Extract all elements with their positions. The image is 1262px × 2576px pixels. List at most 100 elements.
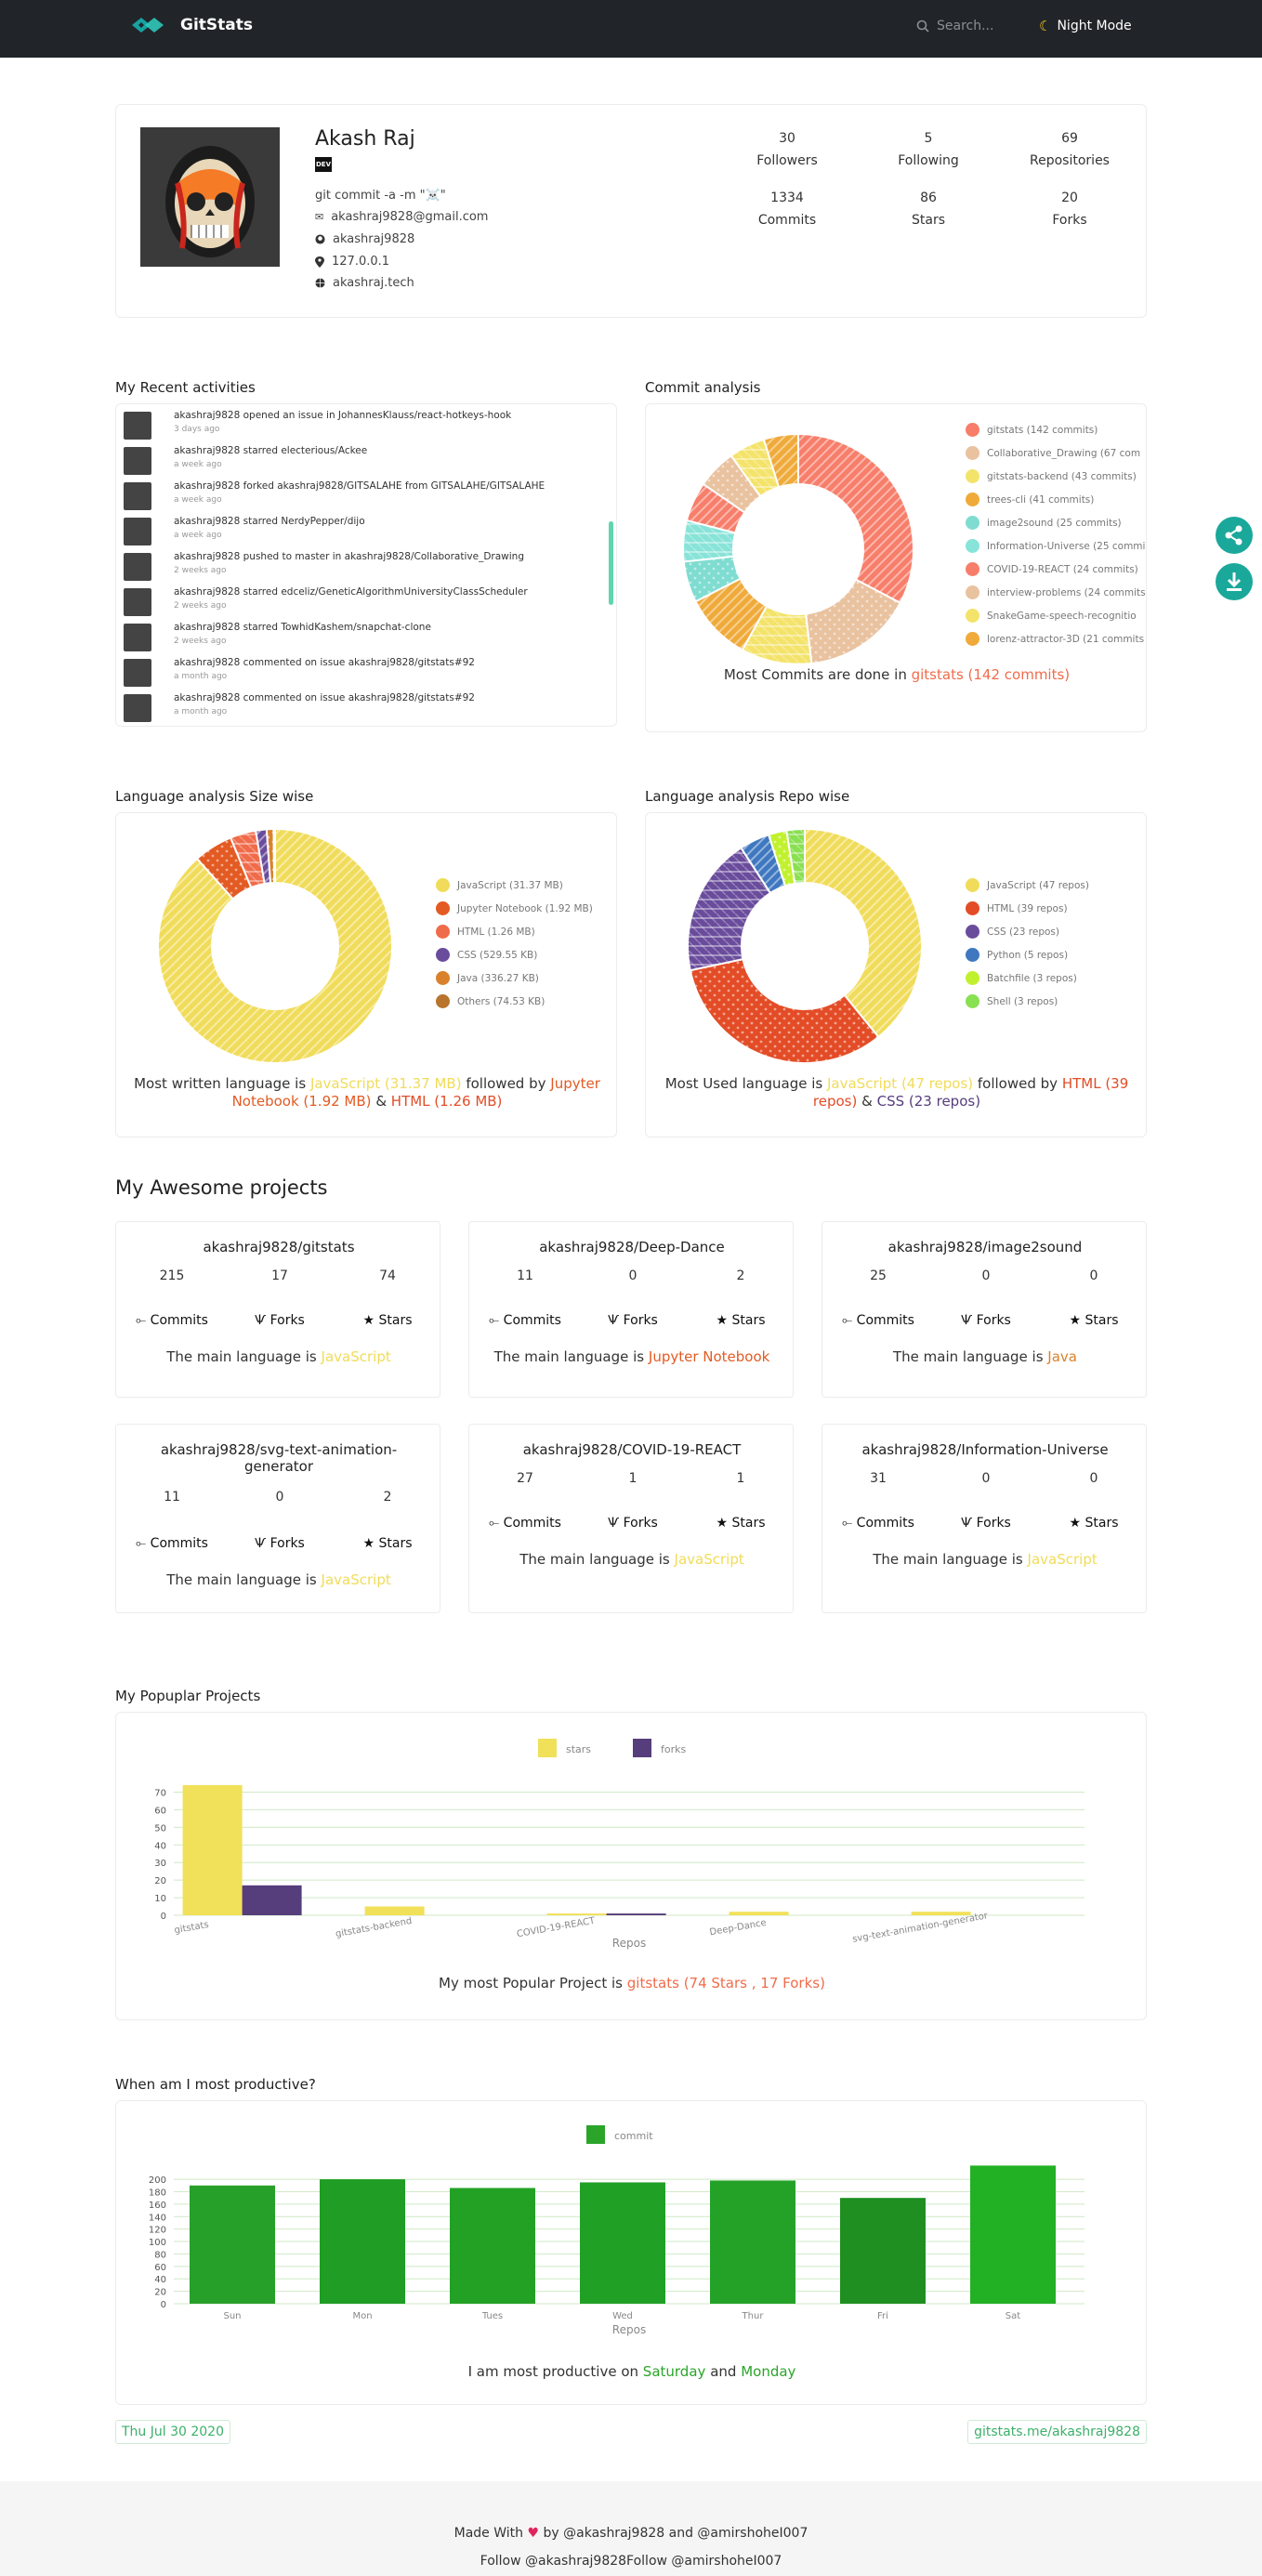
- activity-item[interactable]: akashraj9828 commented on issue akashraj…: [124, 655, 607, 689]
- stat-following[interactable]: 5 Following: [873, 127, 984, 172]
- follow-links[interactable]: Follow @akashraj9828Follow @amirshoheI00…: [480, 2554, 782, 2569]
- lang-repo-slice[interactable]: [689, 957, 880, 1064]
- lang-repo-slice[interactable]: [785, 827, 806, 885]
- bar[interactable]: [182, 1784, 243, 1915]
- legend-item[interactable]: Batchfile (3 repos): [966, 971, 1077, 985]
- activity-item[interactable]: akashraj9828 opened an issue in Johannes…: [124, 408, 607, 441]
- bar[interactable]: [729, 1912, 789, 1915]
- project-language: The main language is JavaScript: [116, 1348, 441, 1365]
- bar[interactable]: [970, 2165, 1056, 2304]
- caption-lang-3: HTML (1.26 MB): [390, 1093, 503, 1110]
- lang-repo-slice[interactable]: [687, 846, 772, 972]
- project-name[interactable]: akashraj9828/gitstats: [203, 1239, 355, 1255]
- lang-repo-slice[interactable]: [804, 827, 923, 1039]
- project-card[interactable]: akashraj9828/svg-text-animation-generato…: [115, 1424, 440, 1613]
- bar[interactable]: [911, 1912, 971, 1915]
- share-button[interactable]: [1216, 517, 1253, 554]
- activity-time: 2 weeks ago: [174, 566, 227, 575]
- project-forks-count: 0: [275, 1490, 284, 1505]
- project-stars-count: 2: [383, 1490, 392, 1505]
- profile-email[interactable]: ✉ akashraj9828@gmail.com: [315, 210, 488, 224]
- download-icon: [1227, 572, 1242, 591]
- legend-item[interactable]: Python (5 repos): [966, 948, 1068, 962]
- bar[interactable]: [606, 1913, 666, 1915]
- legend-item[interactable]: SnakeGame-speech-recognitio: [966, 609, 1137, 623]
- legend-item[interactable]: gitstats (142 commits): [966, 423, 1098, 437]
- x-tick-label: Fri: [877, 2311, 888, 2321]
- project-card[interactable]: akashraj9828/COVID-19-REACT 27 ⟜ Commits 1 Ѱ…: [468, 1424, 794, 1613]
- project-name[interactable]: akashraj9828/Information-Universe: [861, 1441, 1109, 1458]
- legend-item[interactable]: interview-problems (24 commits: [966, 585, 1146, 599]
- profile-website[interactable]: akashraj.tech: [315, 276, 414, 290]
- search-box[interactable]: Search...: [916, 19, 993, 33]
- legend-item[interactable]: Java (336.27 KB): [436, 971, 539, 985]
- bar[interactable]: [242, 1885, 302, 1915]
- search-input[interactable]: Search...: [937, 19, 994, 33]
- legend-item[interactable]: Others (74.53 KB): [436, 994, 545, 1008]
- legend-label[interactable]: commit: [614, 2130, 653, 2142]
- legend-item[interactable]: JavaScript (47 repos): [966, 878, 1089, 892]
- activity-item[interactable]: akashraj9828 commented on issue akashraj…: [124, 690, 607, 724]
- bar[interactable]: [190, 2185, 275, 2304]
- activity-item[interactable]: akashraj9828 starred TowhidKashem/snapch…: [124, 620, 607, 653]
- project-name[interactable]: akashraj9828/image2sound: [887, 1239, 1083, 1255]
- legend-item[interactable]: HTML (1.26 MB): [436, 925, 535, 939]
- night-mode-toggle[interactable]: ☾ Night Mode: [1039, 18, 1132, 34]
- project-name[interactable]: akashraj9828/COVID-19-REACT: [522, 1441, 742, 1458]
- dev-badge[interactable]: DEV: [315, 157, 332, 172]
- legend-item[interactable]: lorenz-attractor-3D (21 commits: [966, 632, 1144, 646]
- stat-repositories[interactable]: 69 Repositories: [1014, 127, 1125, 172]
- activity-item[interactable]: akashraj9828 pushed to master in akashra…: [124, 549, 607, 583]
- project-name[interactable]: akashraj9828/svg-text-animation-generato…: [160, 1441, 398, 1475]
- caption-text: My most Popular Project is: [439, 1975, 623, 1991]
- project-card[interactable]: akashraj9828/Deep-Dance 11 ⟜ Commits 0 Ѱ For…: [468, 1221, 794, 1398]
- activity-text: akashraj9828 forked akashraj9828/GITSALA…: [174, 480, 546, 492]
- bar[interactable]: [364, 1906, 425, 1915]
- legend-item[interactable]: CSS (23 repos): [966, 925, 1059, 939]
- author-link-1[interactable]: @akashraj9828: [563, 2526, 665, 2541]
- legend-item[interactable]: trees-cli (41 commits): [966, 493, 1094, 506]
- bar[interactable]: [546, 1913, 607, 1915]
- legend-item[interactable]: gitstats-backend (43 commits): [966, 469, 1137, 483]
- gitstats-logo-icon: [132, 18, 164, 33]
- legend-item[interactable]: Jupyter Notebook (1.92 MB): [436, 901, 593, 915]
- activity-item[interactable]: akashraj9828 forked akashraj9828/GITSALA…: [124, 479, 607, 512]
- legend-item[interactable]: HTML (39 repos): [966, 901, 1068, 915]
- bar[interactable]: [840, 2198, 926, 2304]
- author-link-2[interactable]: @amirshoheI007: [697, 2526, 808, 2541]
- legend-item[interactable]: Information-Universe (25 commi: [966, 539, 1145, 553]
- legend-item[interactable]: Shell (3 repos): [966, 994, 1058, 1008]
- commit-slice[interactable]: [762, 432, 799, 489]
- bar[interactable]: [320, 2179, 405, 2304]
- stat-followers[interactable]: 30 Followers: [731, 127, 843, 172]
- brand-logo[interactable]: GitStats: [130, 15, 253, 35]
- legend-label[interactable]: stars: [566, 1743, 591, 1755]
- bar[interactable]: [580, 2182, 665, 2304]
- project-card[interactable]: akashraj9828/Information-Universe 31 ⟜ Com…: [822, 1424, 1147, 1613]
- download-button[interactable]: [1216, 563, 1253, 600]
- project-card[interactable]: akashraj9828/image2sound 25 ⟜ Commits 0 Ѱ Fo…: [822, 1221, 1147, 1398]
- activities-list[interactable]: akashraj9828 opened an issue in Johannes…: [115, 403, 617, 727]
- commit-slice[interactable]: [797, 432, 914, 605]
- legend-item[interactable]: COVID-19-REACT (24 commits): [966, 562, 1138, 576]
- label-text: Forks: [623, 1313, 658, 1328]
- legend-item[interactable]: Collaborative_Drawing (67 com: [966, 446, 1140, 460]
- scrollbar-thumb[interactable]: [609, 521, 613, 605]
- y-tick-label: 100: [149, 2238, 166, 2248]
- profile-link-tag[interactable]: gitstats.me/akashraj9828: [967, 2420, 1147, 2444]
- activity-item[interactable]: akashraj9828 starred electerious/Ackee a …: [124, 443, 607, 477]
- legend-item[interactable]: image2sound (25 commits): [966, 516, 1122, 530]
- legend-item[interactable]: CSS (529.55 KB): [436, 948, 537, 962]
- profile-github[interactable]: akashraj9828: [315, 232, 414, 246]
- bar[interactable]: [450, 2188, 535, 2304]
- lang-size-slice[interactable]: [272, 827, 276, 885]
- lang-size-slice[interactable]: [157, 827, 393, 1064]
- legend-label: JavaScript (31.37 MB): [457, 879, 563, 891]
- project-card[interactable]: akashraj9828/gitstats 215 ⟜ Commits 17 Ѱ For…: [115, 1221, 440, 1398]
- bar[interactable]: [710, 2180, 795, 2304]
- project-name[interactable]: akashraj9828/Deep-Dance: [539, 1239, 725, 1255]
- activity-item[interactable]: akashraj9828 starred NerdyPepper/dijo a w…: [124, 514, 607, 547]
- legend-label[interactable]: forks: [661, 1743, 686, 1755]
- activity-item[interactable]: akashraj9828 starred edceliz/GeneticAlgo…: [124, 585, 607, 618]
- legend-item[interactable]: JavaScript (31.37 MB): [436, 878, 563, 892]
